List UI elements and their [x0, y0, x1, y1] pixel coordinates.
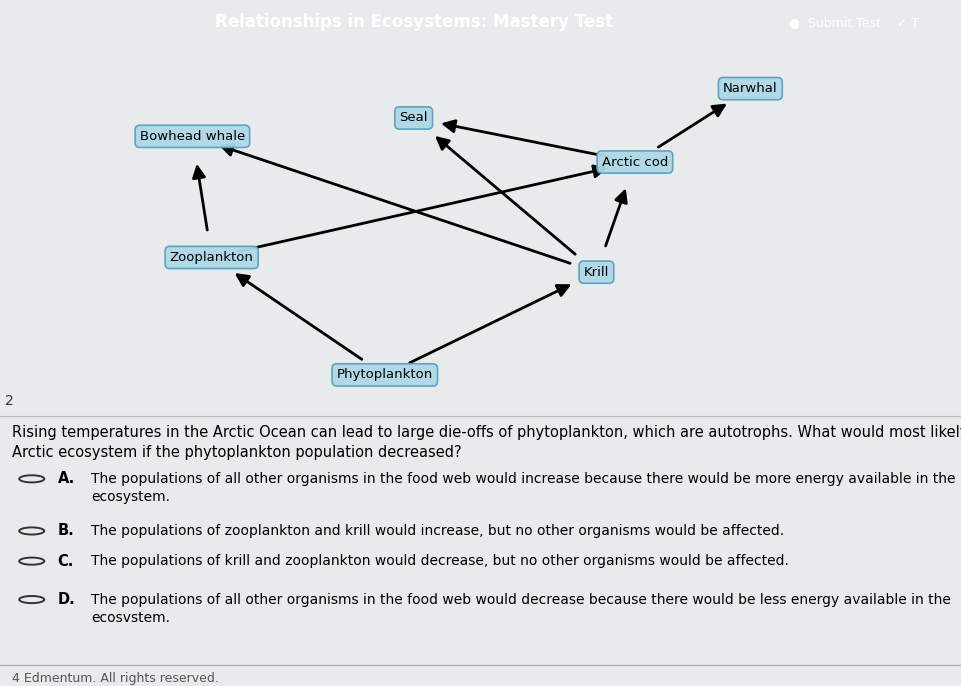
Text: ecosvstem.: ecosvstem.: [91, 611, 170, 624]
Text: 2: 2: [5, 394, 13, 408]
Text: ecosystem.: ecosystem.: [91, 490, 170, 504]
Text: Bowhead whale: Bowhead whale: [139, 130, 245, 143]
Text: The populations of all other organisms in the food web would decrease because th: The populations of all other organisms i…: [91, 593, 950, 606]
Text: Arctic cod: Arctic cod: [602, 156, 667, 169]
Text: Narwhal: Narwhal: [723, 82, 776, 95]
Text: Zooplankton: Zooplankton: [169, 251, 254, 264]
Text: Relationships in Ecosystems: Mastery Test: Relationships in Ecosystems: Mastery Tes…: [214, 13, 612, 32]
Text: Arctic ecosystem if the phytoplankton population decreased?: Arctic ecosystem if the phytoplankton po…: [12, 445, 460, 460]
Text: Seal: Seal: [399, 112, 428, 124]
Text: ●  Submit Test    ✓ T: ● Submit Test ✓ T: [788, 16, 918, 29]
Text: A.: A.: [58, 471, 75, 486]
Text: The populations of all other organisms in the food web would increase because th: The populations of all other organisms i…: [91, 472, 955, 486]
Text: D.: D.: [58, 592, 75, 607]
Text: Phytoplankton: Phytoplankton: [336, 368, 432, 381]
Text: Krill: Krill: [583, 265, 608, 279]
Text: The populations of zooplankton and krill would increase, but no other organisms : The populations of zooplankton and krill…: [91, 524, 784, 538]
Text: The populations of krill and zooplankton would decrease, but no other organisms : The populations of krill and zooplankton…: [91, 554, 788, 568]
Text: C.: C.: [58, 554, 74, 569]
Text: B.: B.: [58, 523, 74, 539]
Text: 4 Edmentum. All rights reserved.: 4 Edmentum. All rights reserved.: [12, 672, 218, 685]
Text: Rising temperatures in the Arctic Ocean can lead to large die-offs of phytoplank: Rising temperatures in the Arctic Ocean …: [12, 425, 961, 440]
